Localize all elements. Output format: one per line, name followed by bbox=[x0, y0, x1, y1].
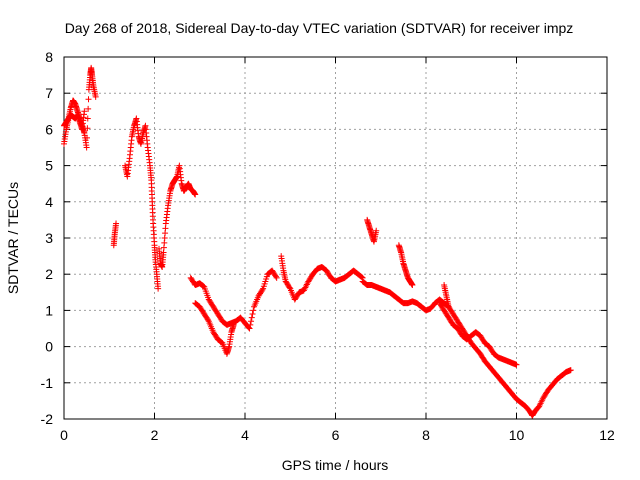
data-point bbox=[205, 317, 212, 324]
x-tick-label: 6 bbox=[332, 427, 340, 443]
data-point bbox=[247, 321, 254, 328]
x-tick-label: 4 bbox=[241, 427, 249, 443]
data-point bbox=[248, 314, 255, 321]
data-point bbox=[246, 325, 253, 332]
x-axis-label: GPS time / hours bbox=[282, 457, 389, 473]
x-tick-label: 8 bbox=[422, 427, 430, 443]
data-point bbox=[84, 134, 91, 141]
grid-lines bbox=[64, 57, 607, 419]
data-point bbox=[373, 227, 380, 234]
data-point bbox=[230, 321, 237, 328]
y-tick-label: 1 bbox=[45, 302, 53, 318]
axis-ticks bbox=[63, 56, 608, 420]
data-point bbox=[259, 286, 266, 293]
data-point bbox=[250, 307, 257, 314]
y-tick-label: 5 bbox=[45, 158, 53, 174]
data-point bbox=[272, 273, 279, 280]
x-tick-label: 2 bbox=[151, 427, 159, 443]
data-point bbox=[113, 220, 120, 227]
x-tick-labels: 0 2 4 6 8 10 12 bbox=[60, 427, 615, 443]
data-point bbox=[286, 284, 293, 291]
chart-title: Day 268 of 2018, Sidereal Day-to-day VTE… bbox=[65, 20, 574, 36]
y-tick-label: 8 bbox=[45, 49, 53, 65]
data-point bbox=[567, 367, 574, 374]
y-tick-label: -1 bbox=[41, 375, 54, 391]
data-point bbox=[273, 274, 280, 281]
x-tick-label: 12 bbox=[599, 427, 615, 443]
data-point bbox=[409, 282, 416, 289]
data-point bbox=[84, 125, 91, 132]
y-tick-label: 6 bbox=[45, 121, 53, 137]
data-point bbox=[84, 115, 91, 122]
data-point bbox=[192, 191, 199, 198]
data-point bbox=[358, 274, 365, 281]
data-point bbox=[248, 318, 255, 325]
data-point bbox=[92, 93, 99, 100]
data-point bbox=[85, 105, 92, 112]
data-point bbox=[155, 285, 162, 292]
y-axis-label: SDTVAR / TECUs bbox=[5, 182, 21, 294]
y-tick-label: 2 bbox=[45, 266, 53, 282]
x-tick-label: 0 bbox=[60, 427, 68, 443]
x-tick-label: 10 bbox=[509, 427, 525, 443]
data-point bbox=[81, 108, 88, 115]
data-point bbox=[83, 144, 90, 151]
data-point bbox=[85, 96, 92, 103]
data-points bbox=[61, 64, 574, 419]
data-point bbox=[513, 361, 520, 368]
y-tick-label: 7 bbox=[45, 85, 53, 101]
y-tick-label: 4 bbox=[45, 194, 53, 210]
y-tick-label: 0 bbox=[45, 339, 53, 355]
y-tick-label: 3 bbox=[45, 230, 53, 246]
data-point bbox=[249, 311, 256, 318]
y-tick-label: -2 bbox=[41, 411, 54, 427]
y-tick-labels: -2 -1 0 1 2 3 4 5 6 7 8 bbox=[41, 49, 54, 427]
